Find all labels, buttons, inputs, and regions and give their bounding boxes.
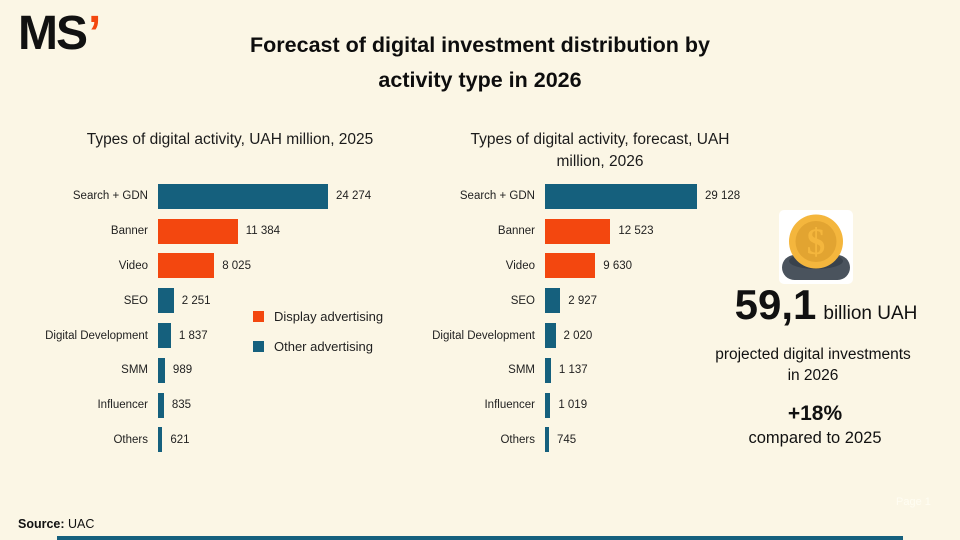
bar: [158, 288, 174, 314]
category-label: Others: [500, 433, 535, 446]
category-label: Digital Development: [45, 329, 148, 342]
bar-row: SMM 1 137: [405, 353, 777, 388]
page-title-line1: Forecast of digital investment distribut…: [250, 33, 710, 57]
chart-2026-bars: Search + GDN 29 128 Banner 12 523 Video 9 630…: [405, 179, 777, 457]
bar: [545, 218, 611, 244]
category-label: Influencer: [97, 399, 148, 412]
bar-row: Influencer 835: [18, 388, 390, 423]
category-label: Others: [113, 433, 148, 446]
bar: [545, 288, 561, 314]
legend-label: Other advertising: [274, 339, 373, 354]
value-label: 1 019: [558, 399, 588, 412]
legend-item: Display advertising: [253, 309, 383, 324]
bar: [545, 427, 549, 453]
value-label: 989: [172, 364, 193, 377]
bar-row: SMM 989: [18, 353, 390, 388]
growth-caption: compared to 2025: [748, 429, 882, 447]
category-label: Digital Development: [432, 329, 535, 342]
bar-row: Digital Development 1 837: [18, 318, 390, 353]
bar: [545, 183, 697, 209]
source-value: UAC: [68, 517, 95, 531]
bar-row: SEO 2 927: [405, 283, 777, 318]
footer-accent-bar: [57, 536, 903, 540]
bar-row: Others 745: [405, 423, 777, 458]
projection-caption: projected digital investments in 2026: [683, 345, 943, 387]
value-label: 2 251: [181, 294, 211, 307]
bar-row: Banner 12 523: [405, 214, 777, 249]
value-label: 621: [170, 433, 190, 446]
category-label: Influencer: [484, 399, 535, 412]
projection-caption-line2: in 2026: [787, 366, 839, 384]
big-number-unit: billion UAH: [823, 303, 918, 324]
bar-row: SEO 2 251: [18, 283, 390, 318]
category-label: SMM: [508, 364, 535, 377]
bar: [158, 357, 165, 383]
value-label: 745: [557, 433, 577, 446]
value-label: 8 025: [222, 259, 251, 272]
projection-caption-line1: projected digital investments: [715, 346, 911, 363]
value-label: 2 927: [568, 294, 598, 307]
bar-row: Search + GDN 29 128: [405, 179, 777, 214]
bar-row: Video 9 630: [405, 249, 777, 284]
legend-item: Other advertising: [253, 339, 383, 354]
value-label: 835: [171, 399, 192, 412]
bar: [545, 392, 551, 418]
big-number: 59,1: [734, 281, 817, 328]
bar: [158, 323, 171, 349]
bar: [158, 392, 164, 418]
page-marker: Page 1: [896, 496, 931, 508]
legend-swatch-icon: [253, 341, 264, 352]
value-label: 12 523: [618, 225, 654, 238]
bar: [158, 218, 238, 244]
projected-investment-figure: 59,1 billion UAH: [700, 281, 952, 329]
ms-logo-apostrophe: ’: [88, 7, 101, 60]
bar-row: Digital Development 2 020: [405, 318, 777, 353]
bar: [158, 183, 328, 209]
category-label: SMM: [121, 364, 148, 377]
category-label: Search + GDN: [459, 190, 535, 203]
bar-row: Others 621: [18, 423, 390, 458]
value-label: 1 837: [178, 329, 208, 342]
bar: [545, 323, 556, 349]
chart-2026-title: Types of digital activity, forecast, UAH…: [470, 131, 730, 171]
bar: [158, 253, 215, 279]
chart-2025-title: Types of digital activity, UAH million, …: [86, 131, 374, 148]
value-label: 11 384: [245, 225, 281, 238]
legend-swatch-icon: [253, 311, 264, 322]
category-label: Video: [118, 259, 148, 272]
bar-row: Video 8 025: [18, 249, 390, 284]
value-label: 29 128: [705, 190, 741, 203]
growth-percentage: +18%: [787, 402, 843, 425]
bar: [545, 357, 551, 383]
bar: [545, 253, 596, 279]
page-title: Forecast of digital investment distribut…: [180, 28, 780, 98]
svg-text:$: $: [807, 222, 826, 263]
coin-in-slot-icon: $: [779, 210, 853, 284]
category-label: Banner: [110, 225, 148, 238]
bar-row: Search + GDN 24 274: [18, 179, 390, 214]
bar-row: Influencer 1 019: [405, 388, 777, 423]
category-label: Banner: [497, 225, 535, 238]
page-title-line2: activity type in 2026: [378, 68, 582, 92]
chart-legend: Display advertising Other advertising: [253, 309, 383, 354]
value-label: 24 274: [336, 190, 372, 203]
value-label: 2 020: [563, 329, 593, 342]
ms-logo-text: MS: [18, 7, 88, 60]
category-label: SEO: [123, 294, 148, 307]
growth-block: +18% compared to 2025: [690, 402, 940, 448]
value-label: 1 137: [558, 364, 588, 377]
source-label: Source:: [18, 517, 65, 531]
bar: [158, 427, 163, 453]
category-label: Video: [505, 259, 535, 272]
bar-row: Banner 11 384: [18, 214, 390, 249]
chart-2025-bars: Search + GDN 24 274 Banner 11 384 Video 8 025…: [18, 179, 390, 457]
source-note: Source: UAC: [18, 517, 94, 531]
value-label: 9 630: [603, 259, 633, 272]
ms-logo: MS’: [18, 7, 101, 61]
legend-label: Display advertising: [274, 309, 384, 324]
category-label: Search + GDN: [72, 190, 148, 203]
category-label: SEO: [510, 294, 535, 307]
